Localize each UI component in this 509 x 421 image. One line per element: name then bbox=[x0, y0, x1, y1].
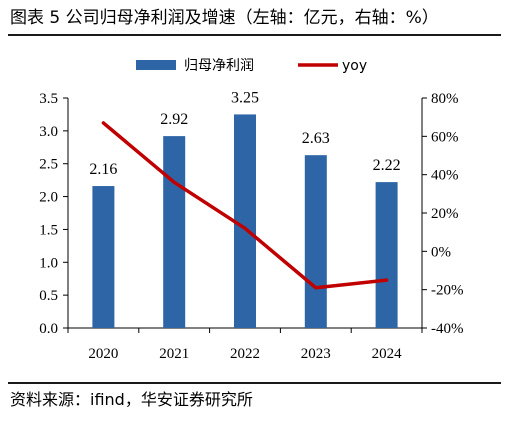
bar-data-label: 2.16 bbox=[89, 161, 117, 178]
chart-title: 图表 5 公司归母净利润及增速（左轴：亿元，右轴：%） bbox=[10, 8, 439, 28]
x-tick-label: 2022 bbox=[230, 346, 260, 362]
left-tick-label: 3.5 bbox=[39, 91, 58, 107]
source-divider bbox=[8, 382, 501, 384]
x-tick-label: 2020 bbox=[88, 346, 118, 362]
bar bbox=[304, 155, 327, 328]
legend-swatch-bar bbox=[136, 60, 176, 70]
x-tick-label: 2024 bbox=[372, 346, 403, 362]
title-divider bbox=[8, 34, 501, 36]
yoy-line bbox=[101, 121, 389, 290]
bar-data-label: 2.63 bbox=[302, 130, 330, 147]
legend-label-line: yoy bbox=[342, 58, 367, 74]
right-tick-label: 0% bbox=[431, 244, 451, 260]
left-tick-label: 3.0 bbox=[39, 124, 58, 140]
source-note: 资料来源：ifind，华安证券研究所 bbox=[10, 390, 253, 409]
bar bbox=[92, 186, 115, 328]
bar-data-label: 3.25 bbox=[231, 89, 259, 106]
bar bbox=[234, 114, 256, 328]
x-tick-label: 2021 bbox=[159, 346, 189, 362]
right-tick-label: 20% bbox=[431, 206, 459, 222]
bar bbox=[375, 182, 398, 328]
left-tick-label: 1.5 bbox=[39, 222, 58, 238]
bar-data-label: 2.22 bbox=[373, 157, 401, 174]
legend-label-bar: 归母净利润 bbox=[184, 57, 254, 74]
chart: 0.0 0.5 1.0 1.5 2.0 2.5 3.0 3.5 -40% -20% 0% 20% 40%… bbox=[39, 57, 464, 362]
x-tick-label: 2023 bbox=[301, 346, 331, 362]
bar bbox=[163, 136, 186, 328]
right-tick-label: 80% bbox=[431, 91, 459, 107]
right-tick-label: -20% bbox=[431, 283, 464, 299]
right-tick-label: 40% bbox=[431, 168, 459, 184]
left-tick-label: 2.0 bbox=[39, 190, 58, 206]
left-tick-label: 2.5 bbox=[39, 157, 58, 173]
right-tick-label: -40% bbox=[431, 321, 464, 337]
left-tick-label: 0.0 bbox=[39, 321, 58, 337]
right-tick-label: 60% bbox=[431, 129, 459, 145]
left-tick-label: 1.0 bbox=[39, 255, 58, 271]
bar-data-label: 2.92 bbox=[160, 111, 188, 128]
left-tick-label: 0.5 bbox=[39, 288, 58, 304]
